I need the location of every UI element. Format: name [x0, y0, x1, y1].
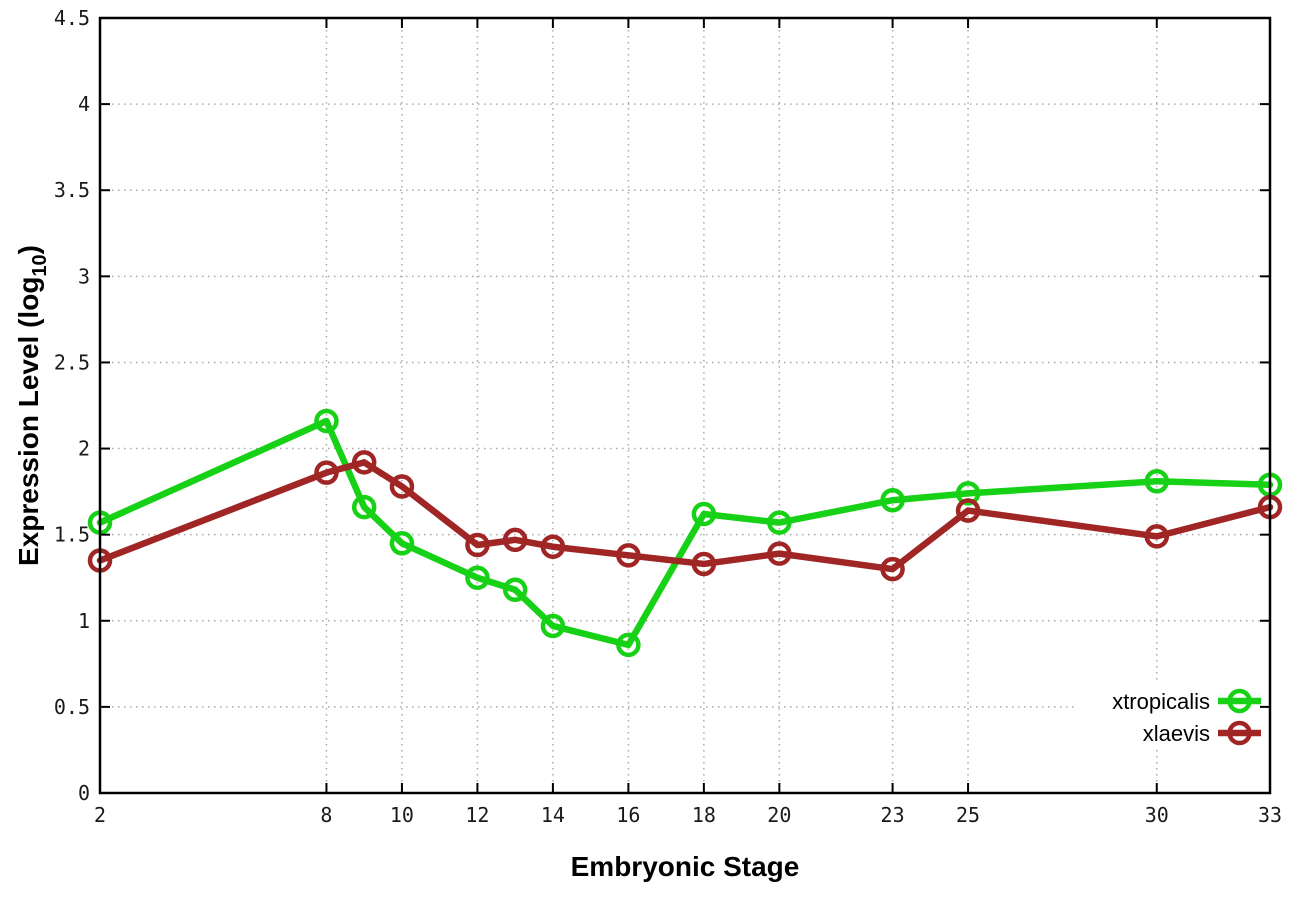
y-tick-label: 2 — [78, 437, 90, 461]
x-tick-label: 25 — [956, 803, 980, 827]
series-xtropicalis-point — [502, 577, 528, 603]
legend: xtropicalis xlaevis — [1078, 683, 1266, 750]
series-xlaevis-point — [955, 498, 981, 523]
series-xlaevis-point — [389, 474, 415, 499]
series-xlaevis-point — [314, 460, 339, 485]
legend-marker-circle — [1227, 720, 1252, 746]
series-xtropicalis-point — [540, 613, 566, 639]
series-xlaevis-point — [502, 527, 528, 553]
x-tick-label: 2 — [94, 803, 106, 827]
y-tick-label: 3.5 — [54, 178, 90, 202]
y-tick-label: 0.5 — [54, 695, 90, 719]
x-tick-label: 30 — [1145, 803, 1169, 827]
series-xlaevis-point — [691, 551, 717, 577]
axis-ticks: 2 8 10 12 14 16 18 20 23 25 30 33 0 0.5 1 1.5 2 2.5 3 3.5 4 4… — [54, 6, 1282, 827]
plot-border — [98, 16, 1272, 795]
series-xtropicalis-point — [351, 494, 377, 520]
series-xlaevis-point — [880, 556, 905, 582]
legend-marker-circle — [1227, 688, 1252, 714]
y-tick-label: 2.5 — [54, 350, 90, 374]
series-xtropicalis-point — [389, 531, 415, 556]
x-tick-label: 33 — [1258, 803, 1282, 827]
x-tick-label: 14 — [541, 803, 565, 827]
legend-label-xtropicalis: xtropicalis — [1112, 689, 1210, 714]
series-xtropicalis-point — [691, 501, 717, 527]
y-tick-label: 4.5 — [54, 6, 90, 30]
series-xlaevis-line — [96, 459, 1274, 573]
x-tick-label: 16 — [616, 803, 640, 827]
series-xtropicalis-point — [767, 510, 792, 535]
x-tick-label: 23 — [881, 803, 905, 827]
legend-entry-xtropicalis: xtropicalis — [1112, 688, 1261, 714]
series-xtropicalis-point — [955, 481, 981, 506]
legend-label-xlaevis: xlaevis — [1143, 721, 1210, 746]
y-tick-label: 0 — [78, 781, 90, 805]
y-tick-label: 1.5 — [54, 523, 90, 547]
series-xlaevis-point — [540, 534, 566, 559]
y-axis-title: Expression Level (log10) — [13, 245, 51, 566]
series-xtropicalis-point — [880, 487, 905, 513]
series-xlaevis-point — [616, 543, 641, 568]
x-tick-label: 20 — [767, 803, 791, 827]
y-tick-label: 1 — [78, 609, 90, 633]
series-xtropicalis-point — [1144, 469, 1170, 494]
series-xlaevis-point — [351, 450, 377, 475]
legend-entry-xlaevis: xlaevis — [1143, 720, 1261, 746]
y-tick-label: 4 — [78, 92, 90, 116]
series-xtropicalis-point — [465, 565, 490, 590]
x-tick-label: 10 — [390, 803, 414, 827]
series-xlaevis-point — [465, 532, 490, 558]
x-tick-label: 8 — [320, 803, 332, 827]
series-xlaevis-point — [1144, 524, 1170, 549]
series-xlaevis-point — [767, 541, 792, 566]
x-tick-label: 18 — [692, 803, 716, 827]
y-tick-label: 3 — [78, 264, 90, 288]
series-xtropicalis — [87, 408, 1283, 658]
x-axis-title: Embryonic Stage — [571, 851, 800, 882]
series-xtropicalis-point — [616, 632, 641, 658]
x-tick-label: 12 — [465, 803, 489, 827]
series-xtropicalis-point — [314, 408, 339, 434]
